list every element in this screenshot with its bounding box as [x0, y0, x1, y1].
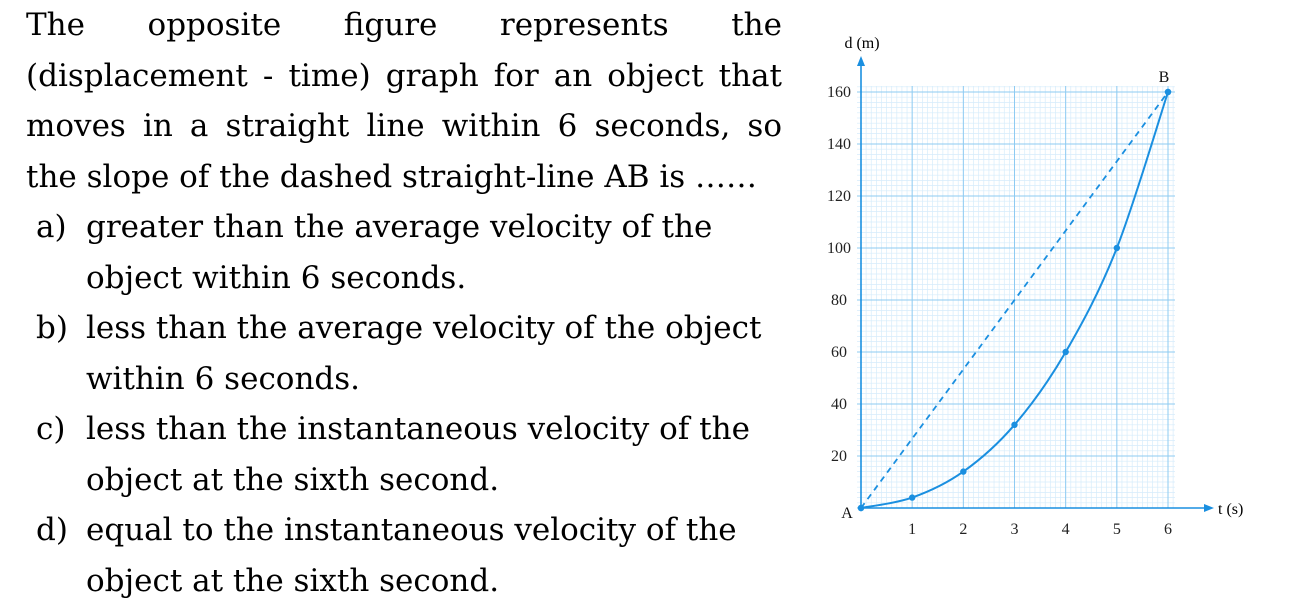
option-c-text: less than the instantaneous velocity of …: [86, 411, 750, 498]
point-label-b: B: [1159, 69, 1170, 86]
x-axis-arrow: [1204, 504, 1214, 512]
y-tick-label: 160: [827, 84, 851, 101]
y-tick-label: 80: [831, 292, 847, 309]
option-a-text: greater than the average velocity of the…: [86, 209, 713, 296]
option-b-text: less than the average velocity of the ob…: [86, 310, 762, 397]
point-b: [1164, 88, 1172, 96]
option-d-letter: d): [36, 512, 68, 548]
question-stem: The opposite figure represents the (disp…: [26, 7, 782, 195]
option-a[interactable]: a) greater than the average velocity of …: [26, 202, 782, 303]
options-list: a) greater than the average velocity of …: [26, 202, 782, 606]
x-tick-label: 4: [1062, 521, 1070, 538]
data-point: [908, 494, 916, 501]
data-point: [1011, 421, 1018, 428]
point-a: [857, 504, 865, 512]
y-tick-label: 140: [827, 136, 851, 153]
data-point: [1113, 244, 1121, 252]
x-tick-label: 1: [908, 521, 916, 538]
option-d-text: equal to the instantaneous velocity of t…: [86, 512, 737, 599]
series-layer: [860, 91, 1169, 509]
y-tick-label: 100: [827, 240, 851, 257]
axes: [857, 56, 1214, 512]
displacement-curve: [860, 91, 1169, 509]
point-marks: AB: [841, 69, 1172, 522]
tick-labels: 1 2 3 4 5 6 20 40 60 80 100 120 140 160: [827, 84, 1172, 538]
y-axis-arrow: [857, 56, 865, 66]
x-tick-label: 5: [1113, 521, 1121, 538]
option-c-letter: c): [36, 411, 66, 447]
x-tick-label: 6: [1164, 521, 1172, 538]
data-point: [1062, 348, 1069, 356]
dashed-line-AB: [860, 91, 1169, 509]
grid-minor: [857, 86, 1175, 509]
y-tick-label: 40: [831, 396, 847, 413]
point-label-a: A: [841, 505, 853, 522]
option-d[interactable]: d) equal to the instantaneous velocity o…: [26, 505, 782, 606]
option-a-letter: a): [36, 209, 67, 245]
y-tick-label: 20: [831, 448, 847, 465]
data-point: [960, 468, 967, 475]
x-tick-label: 3: [1011, 521, 1019, 538]
y-axis-label: d (m): [844, 35, 879, 52]
y-tick-label: 60: [831, 344, 847, 361]
option-b[interactable]: b) less than the average velocity of the…: [26, 303, 782, 404]
option-c[interactable]: c) less than the instantaneous velocity …: [26, 404, 782, 505]
question-block: The opposite figure represents the (disp…: [26, 0, 782, 606]
x-axis-label: t (s): [1218, 501, 1243, 518]
x-tick-label: 2: [959, 521, 967, 538]
option-b-letter: b): [36, 310, 68, 346]
y-tick-label: 120: [827, 188, 851, 205]
